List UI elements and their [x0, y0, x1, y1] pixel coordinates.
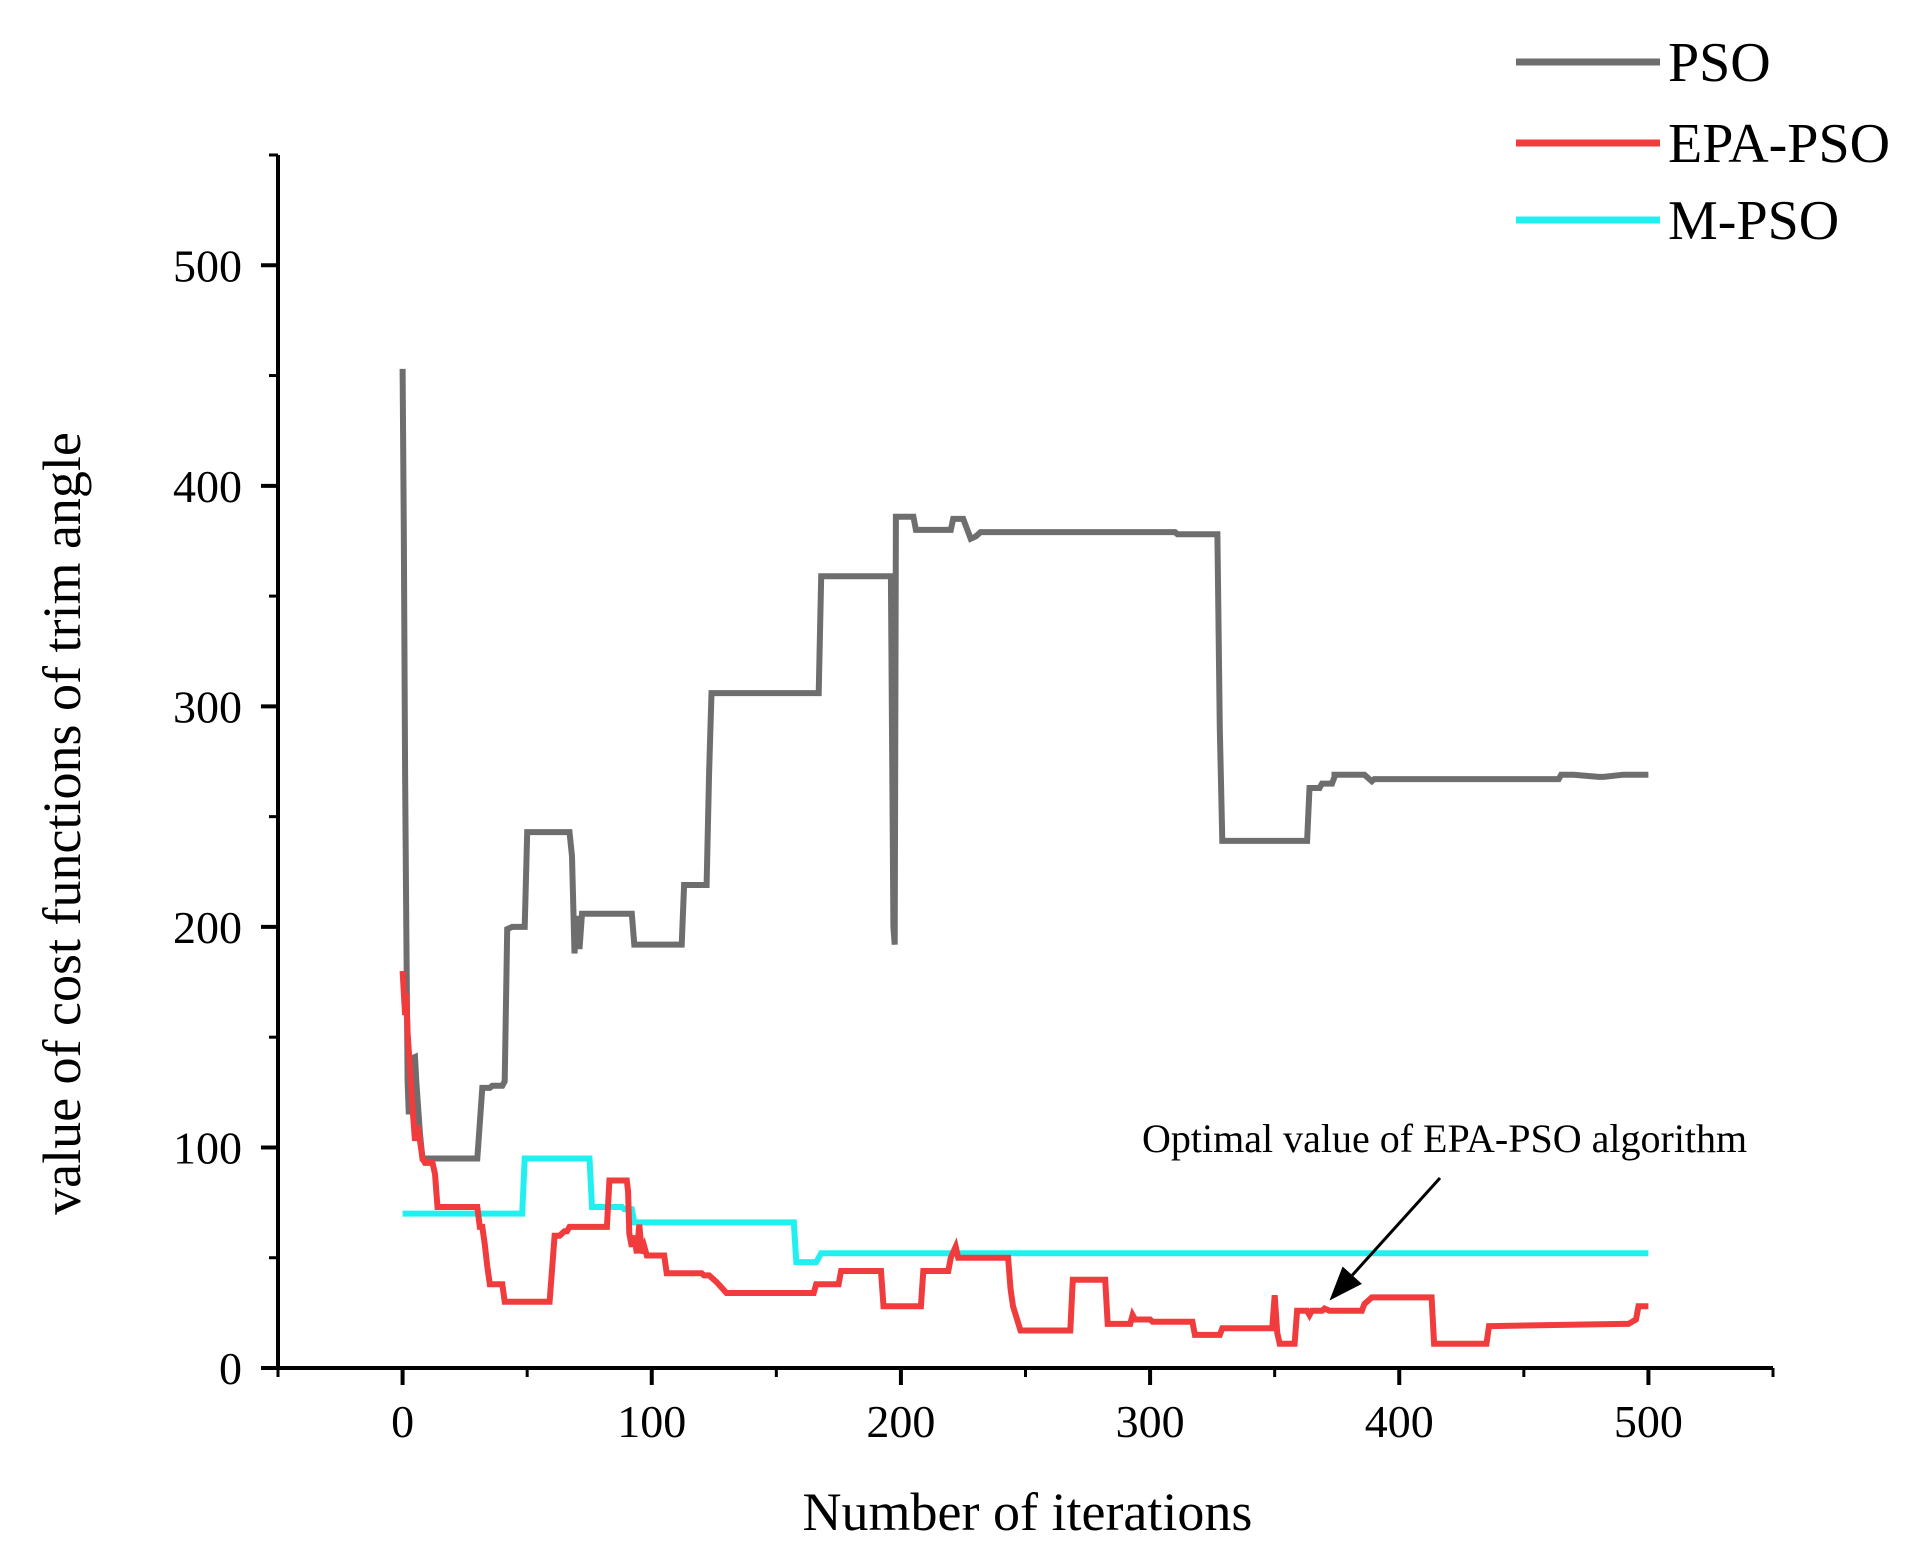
- plot-area: [399, 368, 1649, 1347]
- x-tick-label: 500: [1614, 1396, 1683, 1447]
- legend-label-epa-pso: EPA-PSO: [1668, 113, 1890, 175]
- y-tick-label: 500: [173, 240, 242, 291]
- annotation-text: Optimal value of EPA-PSO algorithm: [1142, 1116, 1747, 1161]
- x-axis-title: Number of iterations: [803, 1482, 1253, 1542]
- annotation-arrow-head: [1329, 1266, 1362, 1301]
- series-line-pso: [399, 368, 1649, 1162]
- y-tick-label: 100: [173, 1122, 242, 1173]
- y-tick-label: 0: [219, 1343, 242, 1394]
- annotation: Optimal value of EPA-PSO algorithm: [1142, 1116, 1747, 1301]
- x-tick-label: 400: [1365, 1396, 1434, 1447]
- series-line-epa-pso: [399, 970, 1649, 1347]
- y-tick-label: 400: [173, 461, 242, 512]
- x-tick-label: 100: [617, 1396, 686, 1447]
- annotation-arrow-shaft: [1351, 1176, 1442, 1277]
- legend: PSO EPA-PSO M-PSO: [1516, 32, 1890, 252]
- x-tick-label: 200: [866, 1396, 935, 1447]
- y-tick-label: 200: [173, 902, 242, 953]
- y-tick-label: 300: [173, 681, 242, 732]
- legend-label-m-pso: M-PSO: [1668, 190, 1839, 252]
- x-tick-label: 300: [1116, 1396, 1185, 1447]
- y-axis-title: value of cost functions of trim angle: [32, 432, 92, 1215]
- series-line-m-pso: [402, 1155, 1649, 1266]
- legend-label-pso: PSO: [1668, 32, 1771, 94]
- x-tick-label: 0: [391, 1396, 414, 1447]
- axes: 0 100 200 300 400 500 0 100 200 300 400 500: [173, 153, 1775, 1447]
